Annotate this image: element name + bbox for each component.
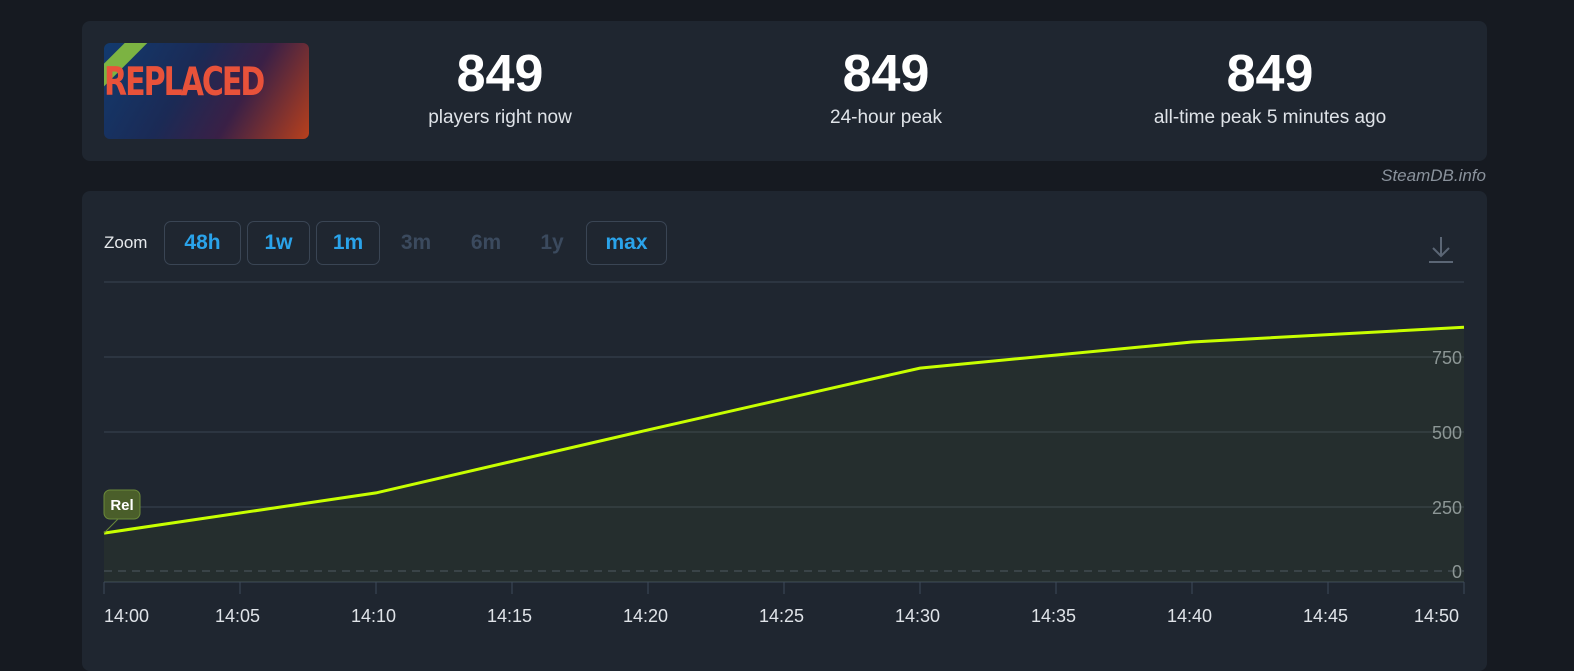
x-tick-label: 14:50 xyxy=(1414,606,1459,626)
x-tick-label: 14:00 xyxy=(104,606,149,626)
flag-connector xyxy=(103,518,119,534)
x-tick-label: 14:05 xyxy=(215,606,260,626)
download-icon[interactable] xyxy=(1428,235,1454,263)
stat-value: 849 xyxy=(1226,45,1314,103)
stat-24h-peak: 849 24-hour peak xyxy=(716,45,1056,129)
stat-current: 849 players right now xyxy=(330,45,670,129)
y-tick-label: 500 xyxy=(1432,423,1462,443)
release-flag xyxy=(103,489,141,520)
stat-label: players right now xyxy=(428,107,572,128)
x-tick-label: 14:45 xyxy=(1303,606,1348,626)
x-tick-label: 14:35 xyxy=(1031,606,1076,626)
x-tick-label: 14:40 xyxy=(1167,606,1212,626)
zoom-1y-button: 1y xyxy=(540,231,564,254)
stat-value: 849 xyxy=(842,45,930,103)
game-capsule-image[interactable]: REPLACED xyxy=(104,43,309,139)
x-tick-label: 14:15 xyxy=(487,606,532,626)
x-tick-label: 14:30 xyxy=(895,606,940,626)
y-tick-label: 750 xyxy=(1432,348,1462,368)
zoom-6m-button: 6m xyxy=(470,231,502,254)
x-tick-label: 14:20 xyxy=(623,606,668,626)
x-tick-label: 14:25 xyxy=(759,606,804,626)
series-area xyxy=(104,327,1464,582)
zoom-1w-button[interactable]: 1w xyxy=(247,221,310,265)
release-flag-label: Rel xyxy=(110,497,133,514)
stat-value: 849 xyxy=(456,45,544,103)
zoom-48h-button[interactable]: 48h xyxy=(164,221,241,265)
stat-all-time-peak: 849 all-time peak 5 minutes ago xyxy=(1100,45,1440,129)
y-tick-label: 250 xyxy=(1432,498,1462,518)
series-line xyxy=(103,325,1465,535)
zoom-max-button[interactable]: max xyxy=(586,221,667,265)
stat-label: all-time peak 5 minutes ago xyxy=(1153,107,1387,128)
y-tick-label: 0 xyxy=(1452,562,1462,582)
source-credit[interactable]: SteamDB.info xyxy=(1381,166,1486,185)
capsule-logo: REPLACED xyxy=(104,59,265,106)
zoom-3m-button: 3m xyxy=(400,231,432,254)
x-tick-label: 14:10 xyxy=(351,606,396,626)
zoom-label: Zoom xyxy=(104,233,148,252)
zoom-1m-button[interactable]: 1m xyxy=(316,221,380,265)
stats-header: REPLACED 849 players right now 849 24-hour… xyxy=(82,21,1487,161)
stat-label: 24-hour peak xyxy=(830,107,942,128)
